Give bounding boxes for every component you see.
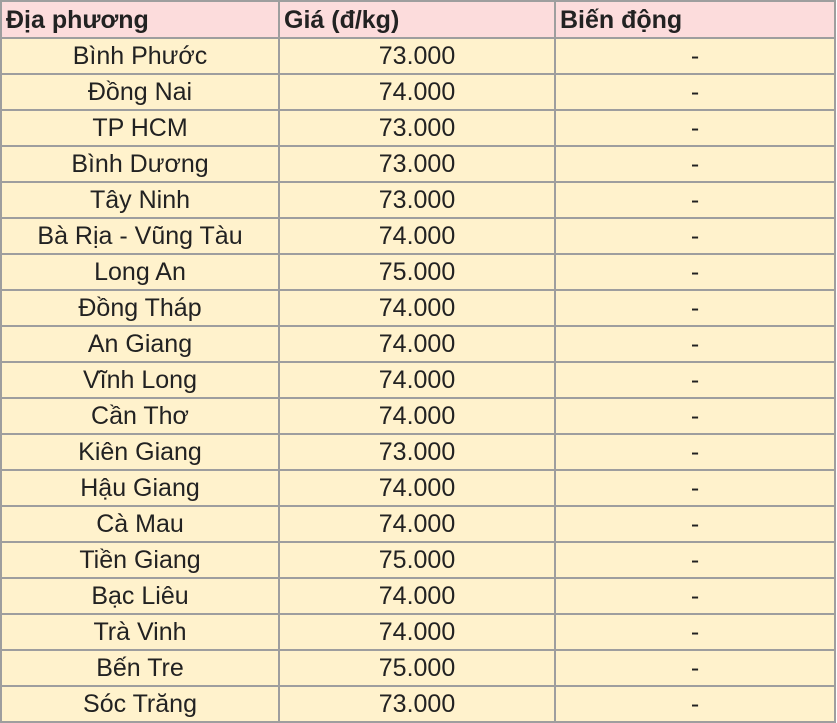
table-row: Tây Ninh 73.000- <box>0 181 836 219</box>
cell-change: - <box>554 73 836 111</box>
cell-price: 73.000 <box>278 685 556 723</box>
cell-location: Tây Ninh <box>0 181 280 219</box>
cell-change: - <box>554 217 836 255</box>
cell-location: Hậu Giang <box>0 469 280 507</box>
cell-location: Bình Phước <box>0 37 280 75</box>
table-row: Tiền Giang 75.000- <box>0 541 836 579</box>
cell-change: - <box>554 433 836 471</box>
table-row: Bến Tre 75.000- <box>0 649 836 687</box>
cell-location: Sóc Trăng <box>0 685 280 723</box>
table-row: An Giang 74.000- <box>0 325 836 363</box>
cell-price: 74.000 <box>278 505 556 543</box>
cell-change: - <box>554 577 836 615</box>
cell-price: 73.000 <box>278 433 556 471</box>
table-row: Cần Thơ 74.000- <box>0 397 836 435</box>
table-row: Đồng Nai 74.000- <box>0 73 836 111</box>
cell-price: 74.000 <box>278 325 556 363</box>
table-row: Sóc Trăng 73.000- <box>0 685 836 723</box>
cell-change: - <box>554 109 836 147</box>
cell-change: - <box>554 361 836 399</box>
cell-price: 74.000 <box>278 217 556 255</box>
cell-change: - <box>554 289 836 327</box>
cell-change: - <box>554 397 836 435</box>
header-location: Địa phương <box>0 0 280 39</box>
cell-location: Cà Mau <box>0 505 280 543</box>
cell-location: Trà Vinh <box>0 613 280 651</box>
cell-price: 73.000 <box>278 109 556 147</box>
table-row: Kiên Giang 73.000- <box>0 433 836 471</box>
cell-location: Bạc Liêu <box>0 577 280 615</box>
table-row: Long An 75.000- <box>0 253 836 291</box>
cell-price: 73.000 <box>278 145 556 183</box>
table-row: Cà Mau 74.000- <box>0 505 836 543</box>
cell-change: - <box>554 253 836 291</box>
cell-price: 74.000 <box>278 469 556 507</box>
table-row: Đồng Tháp 74.000- <box>0 289 836 327</box>
cell-change: - <box>554 505 836 543</box>
cell-location: Kiên Giang <box>0 433 280 471</box>
cell-change: - <box>554 613 836 651</box>
cell-price: 74.000 <box>278 289 556 327</box>
table-row: Hậu Giang 74.000- <box>0 469 836 507</box>
cell-price: 74.000 <box>278 613 556 651</box>
cell-change: - <box>554 469 836 507</box>
table-row: Bạc Liêu 74.000- <box>0 577 836 615</box>
cell-change: - <box>554 649 836 687</box>
cell-change: - <box>554 541 836 579</box>
cell-location: Đồng Tháp <box>0 289 280 327</box>
cell-price: 74.000 <box>278 577 556 615</box>
cell-price: 75.000 <box>278 541 556 579</box>
cell-location: TP HCM <box>0 109 280 147</box>
cell-location: Tiền Giang <box>0 541 280 579</box>
cell-price: 74.000 <box>278 73 556 111</box>
cell-price: 73.000 <box>278 181 556 219</box>
cell-price: 74.000 <box>278 397 556 435</box>
table-row: Bình Phước 73.000- <box>0 37 836 75</box>
cell-location: Cần Thơ <box>0 397 280 435</box>
cell-price: 75.000 <box>278 649 556 687</box>
cell-location: Vĩnh Long <box>0 361 280 399</box>
table-row: TP HCM 73.000- <box>0 109 836 147</box>
cell-location: Long An <box>0 253 280 291</box>
cell-location: Bình Dương <box>0 145 280 183</box>
header-row: Địa phương Giá (đ/kg) Biến động <box>0 0 836 39</box>
header-change: Biến động <box>554 0 836 39</box>
cell-price: 73.000 <box>278 37 556 75</box>
cell-location: An Giang <box>0 325 280 363</box>
cell-change: - <box>554 37 836 75</box>
table-row: Bình Dương 73.000- <box>0 145 836 183</box>
cell-price: 75.000 <box>278 253 556 291</box>
table-row: Bà Rịa - Vũng Tàu 74.000- <box>0 217 836 255</box>
header-price: Giá (đ/kg) <box>278 0 556 39</box>
cell-location: Bà Rịa - Vũng Tàu <box>0 217 280 255</box>
table-row: Trà Vinh 74.000- <box>0 613 836 651</box>
cell-location: Đồng Nai <box>0 73 280 111</box>
cell-price: 74.000 <box>278 361 556 399</box>
cell-change: - <box>554 685 836 723</box>
cell-change: - <box>554 145 836 183</box>
cell-location: Bến Tre <box>0 649 280 687</box>
cell-change: - <box>554 181 836 219</box>
cell-change: - <box>554 325 836 363</box>
table-row: Vĩnh Long 74.000- <box>0 361 836 399</box>
